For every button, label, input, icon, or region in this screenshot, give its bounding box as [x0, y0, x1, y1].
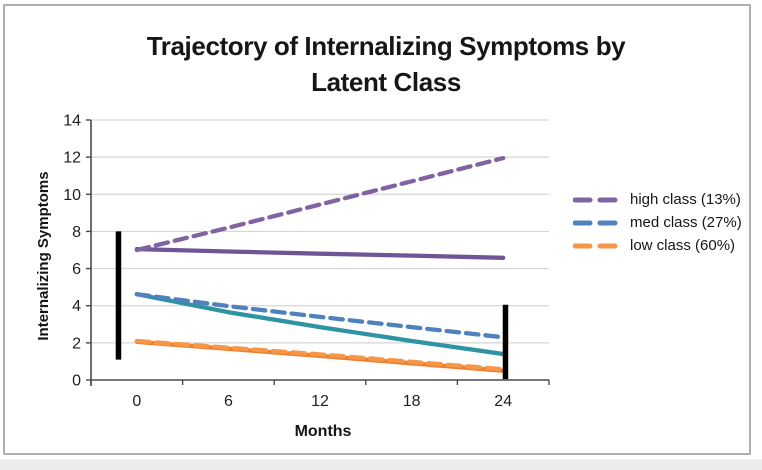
- y-tick-label: 14: [63, 113, 81, 130]
- legend-dash-icon: [573, 197, 621, 202]
- legend-dash-icon: [573, 220, 621, 225]
- y-tick-label: 2: [72, 335, 81, 352]
- y-tick-label: 0: [72, 373, 81, 390]
- chart-title-line-2: Latent Class: [311, 67, 461, 97]
- y-tick-label: 4: [72, 298, 81, 315]
- x-axis-title: Months: [294, 423, 352, 440]
- y-tick-label: 12: [63, 150, 81, 167]
- chart-title-line-1: Trajectory of Internalizing Symptoms by: [146, 31, 626, 61]
- legend-item: high class (13%): [573, 188, 762, 211]
- series-line-med-class-solid: [134, 292, 506, 357]
- legend-label: high class (13%): [630, 191, 741, 208]
- chart-legend: high class (13%) med class (27%) low class…: [573, 188, 762, 257]
- series-line-high-class-dashed: [134, 155, 506, 253]
- y-tick-label: 8: [72, 224, 81, 241]
- legend-item: low class (60%): [573, 234, 762, 257]
- series-line-low-class-dashed: [134, 338, 506, 372]
- legend-label: low class (60%): [630, 237, 736, 254]
- x-tick-label: 0: [132, 393, 141, 410]
- page-bottom-strip: [0, 459, 762, 470]
- legend-dash-icon: [573, 243, 621, 248]
- series-line-med-class-dashed: [134, 292, 506, 340]
- chart-title: Trajectory of Internalizing Symptoms by …: [76, 28, 696, 100]
- series-line-high-class-solid: [134, 246, 506, 260]
- x-tick-label: 24: [494, 393, 512, 410]
- y-tick-label: 10: [63, 187, 81, 204]
- x-tick-label: 18: [403, 393, 421, 410]
- x-tick-label: 12: [311, 393, 329, 410]
- y-tick-label: 6: [72, 261, 81, 278]
- legend-label: med class (27%): [630, 214, 742, 231]
- x-tick-label: 6: [224, 393, 233, 410]
- chart-card: Trajectory of Internalizing Symptoms by …: [3, 4, 751, 455]
- legend-item: med class (27%): [573, 211, 762, 234]
